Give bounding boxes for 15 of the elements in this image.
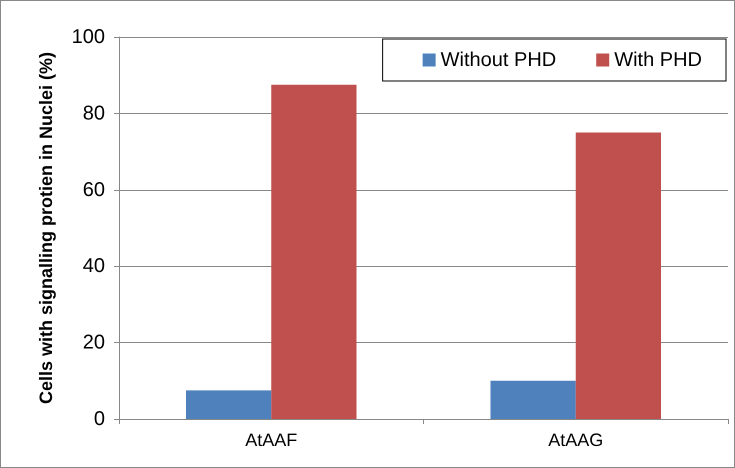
- y-tick-label: 20: [82, 332, 105, 354]
- x-tick-label: AtAAF: [245, 430, 298, 450]
- y-tick-label: 100: [72, 26, 105, 48]
- y-tick-label: 0: [94, 408, 105, 430]
- y-tick-label: 40: [82, 255, 105, 278]
- x-tick-label: AtAAG: [548, 430, 604, 450]
- y-tick-label: 80: [82, 102, 105, 124]
- y-axis-title: Cells with signalling protien in Nuclei (%): [36, 52, 56, 404]
- bar: [186, 390, 272, 419]
- bar: [490, 380, 576, 419]
- y-tick-label: 60: [82, 178, 105, 201]
- legend-label: Without PHD: [440, 49, 556, 71]
- bar: [271, 84, 357, 419]
- bar: [576, 132, 662, 419]
- legend-label: With PHD: [614, 49, 702, 71]
